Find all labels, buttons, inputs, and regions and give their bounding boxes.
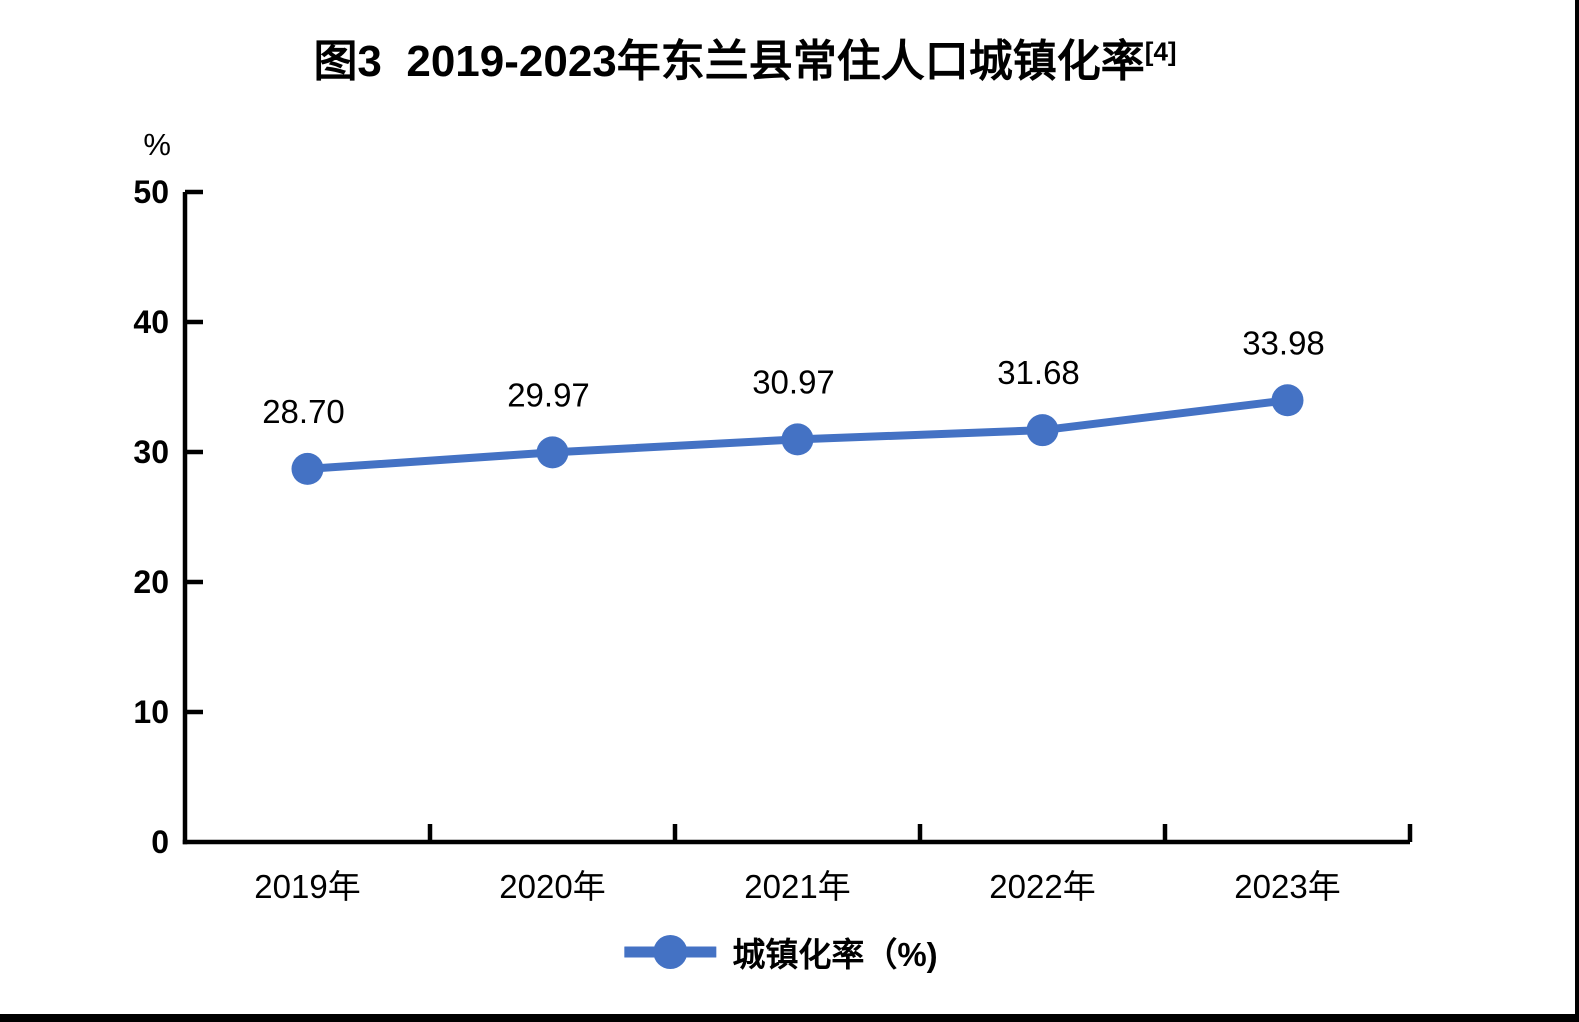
data-point-marker	[536, 436, 569, 469]
data-point-label: 30.97	[752, 363, 835, 400]
x-axis-category-label: 2019年	[254, 868, 360, 905]
chart-title-superscript: [4]	[1144, 36, 1177, 67]
chart-title: 图3 2019-2023年东兰县常住人口城镇化率[4]	[313, 36, 1176, 89]
data-point-label: 28.70	[262, 393, 345, 430]
y-axis-tick-label: 40	[133, 304, 169, 340]
y-axis-tick-label: 20	[133, 564, 169, 600]
y-axis-unit-label: %	[143, 127, 171, 162]
legend-line-marker-icon	[624, 935, 717, 969]
chart-title-text: 图3 2019-2023年东兰县常住人口城镇化率	[313, 37, 1145, 86]
data-point-label: 31.68	[997, 354, 1080, 391]
legend-label: 城镇化率（%)	[732, 936, 938, 973]
x-axis-category-label: 2022年	[989, 868, 1095, 905]
data-point-marker	[781, 423, 814, 456]
y-axis-tick-label: 30	[133, 434, 169, 470]
y-axis-tick-label: 50	[133, 174, 169, 210]
x-axis-category-label: 2021年	[744, 868, 850, 905]
legend: 城镇化率（%)	[624, 928, 938, 976]
y-axis-tick-label: 10	[133, 694, 169, 730]
x-axis-category-label: 2020年	[499, 868, 605, 905]
data-point-label: 33.98	[1242, 324, 1325, 361]
y-axis-tick-label: 0	[151, 824, 169, 860]
data-point-marker	[291, 452, 324, 485]
data-point-label: 29.97	[507, 376, 590, 413]
data-point-marker	[1026, 414, 1059, 447]
x-axis-category-label: 2023年	[1234, 868, 1340, 905]
data-point-marker	[1271, 384, 1304, 417]
